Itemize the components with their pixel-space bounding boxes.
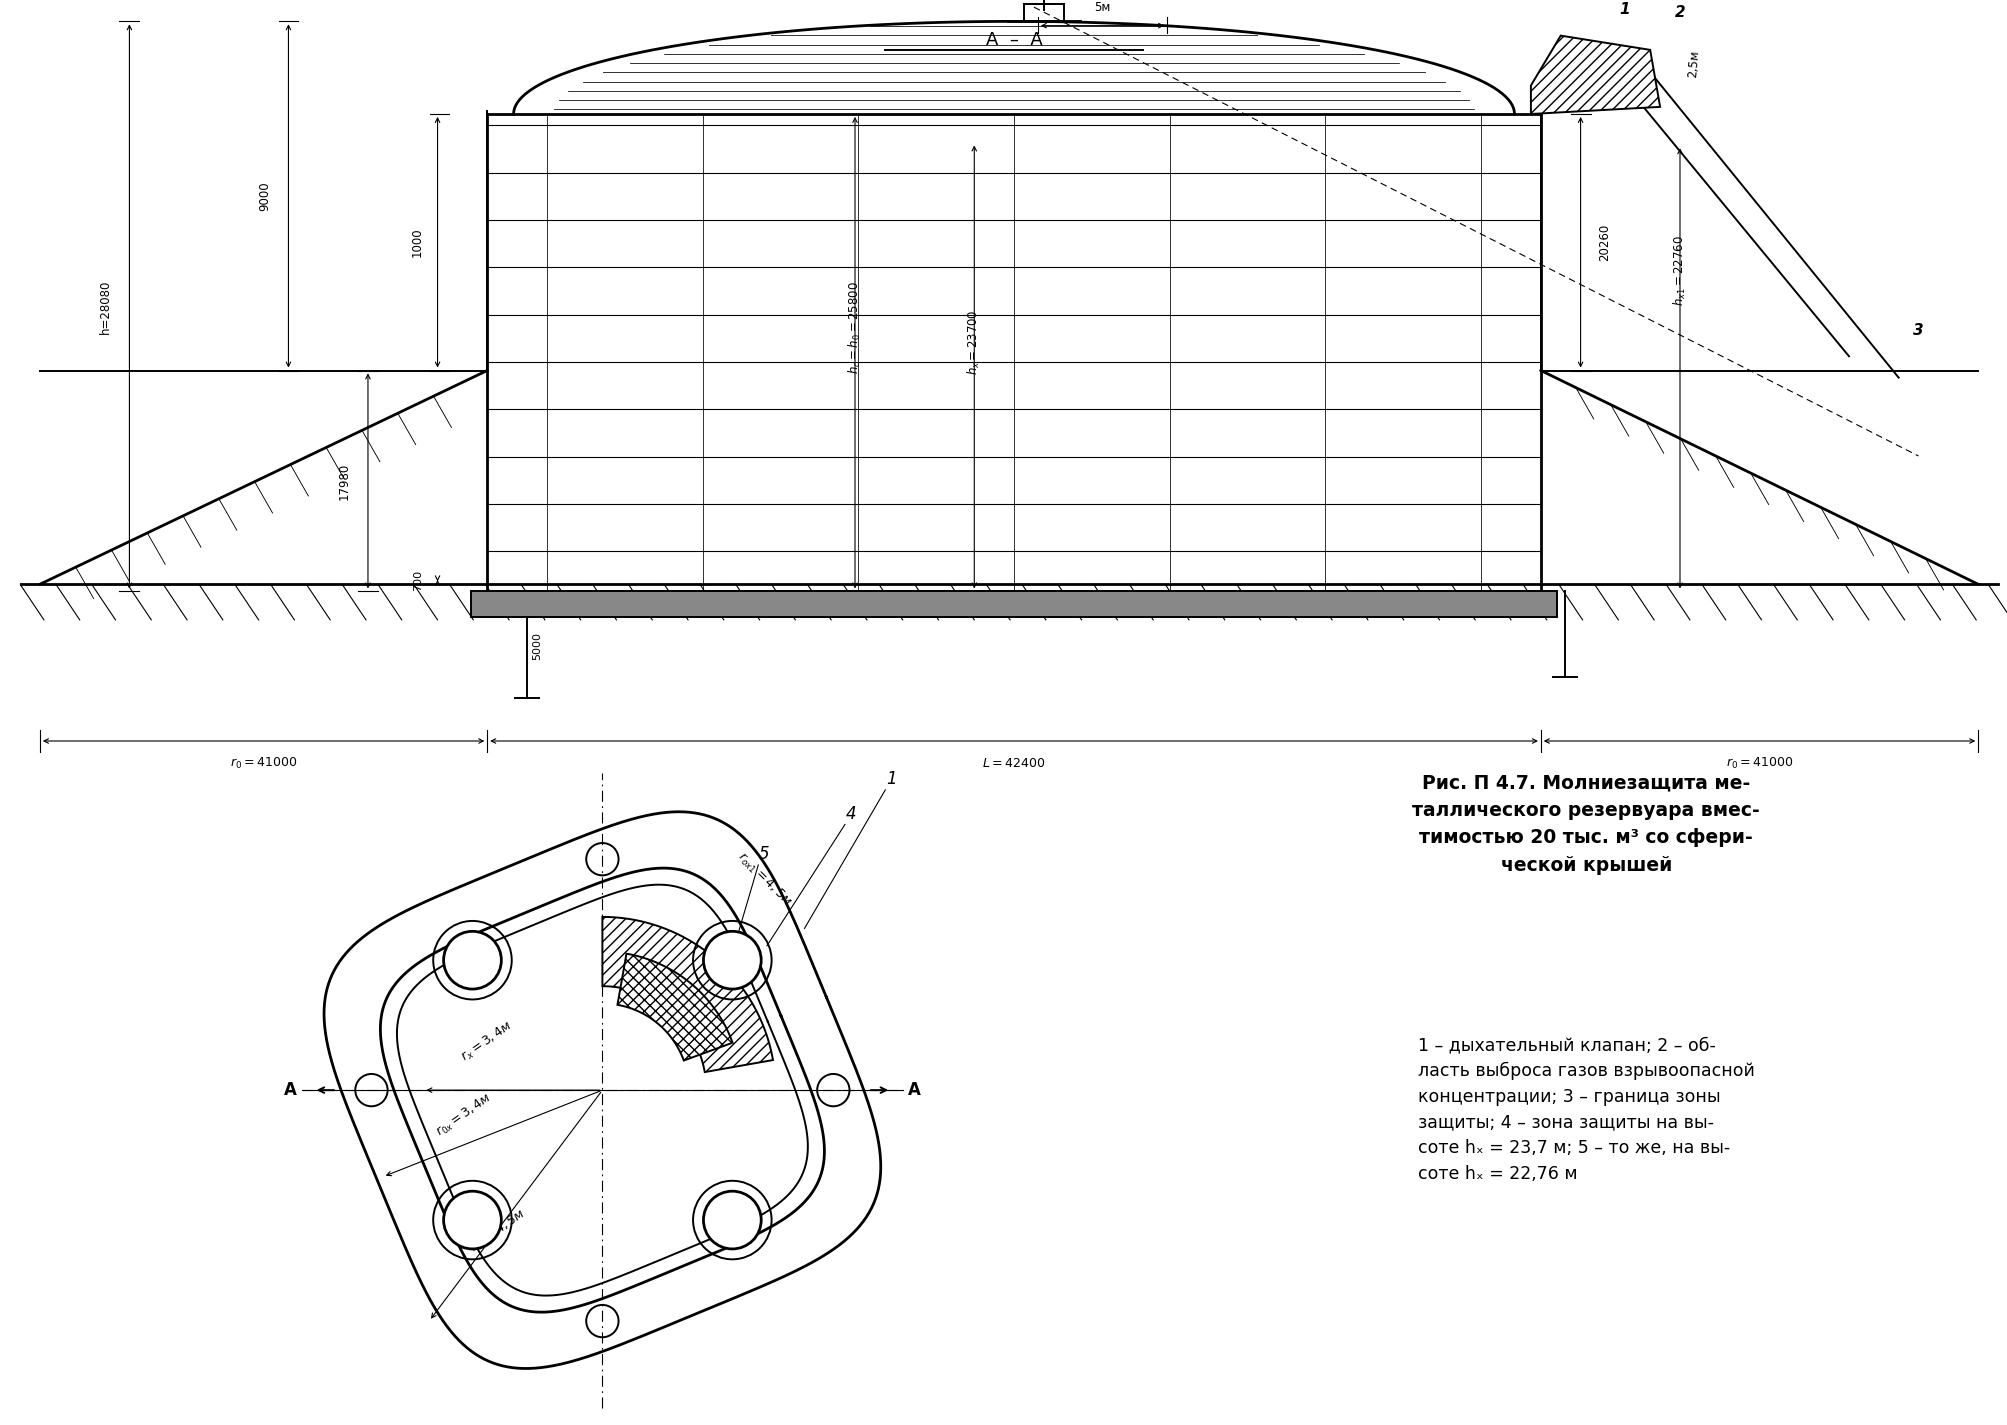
Circle shape [444, 932, 502, 989]
Text: А: А [907, 1082, 921, 1099]
Text: 5м: 5м [1094, 1, 1110, 14]
Text: 1000: 1000 [411, 228, 423, 256]
Text: 4: 4 [845, 805, 855, 822]
Text: 20260: 20260 [1598, 224, 1610, 261]
Polygon shape [1529, 36, 1660, 114]
Text: h=28080: h=28080 [98, 279, 112, 333]
Text: $r_{ox1}=4,5м$: $r_{ox1}=4,5м$ [733, 849, 795, 909]
Text: 1: 1 [885, 770, 895, 788]
Text: 5: 5 [759, 845, 769, 864]
Text: 3: 3 [1913, 323, 1923, 338]
Text: 1: 1 [1618, 3, 1630, 17]
Text: $r_0=41000$: $r_0=41000$ [231, 755, 297, 771]
Circle shape [702, 1191, 761, 1248]
Text: 2: 2 [1674, 6, 1684, 20]
Text: 17980: 17980 [337, 462, 351, 500]
Polygon shape [616, 953, 733, 1060]
Text: А: А [283, 1082, 297, 1099]
Text: Рис. П 4.7. Молниезащита ме-
таллического резервуара вмес-
тимостью 20 тыс. м³ с: Рис. П 4.7. Молниезащита ме- таллическог… [1411, 774, 1760, 875]
Text: $r_0=41000$: $r_0=41000$ [1724, 755, 1792, 771]
Text: 9000: 9000 [259, 181, 271, 211]
Text: $r_{x1}=4,5м$: $r_{x1}=4,5м$ [468, 1207, 530, 1255]
Text: $h_{x1}=22760$: $h_{x1}=22760$ [1672, 235, 1688, 306]
Text: $r_x=3,4м$: $r_x=3,4м$ [458, 1019, 516, 1066]
Text: $h_c=h_0=25800$: $h_c=h_0=25800$ [847, 281, 863, 375]
Text: $L=42400$: $L=42400$ [981, 757, 1046, 770]
Circle shape [702, 932, 761, 989]
Text: 700: 700 [413, 570, 421, 591]
Text: 2,5м: 2,5м [1686, 50, 1700, 78]
Text: А  –  А: А – А [985, 31, 1042, 50]
Polygon shape [602, 916, 773, 1072]
Bar [472, 591, 1555, 617]
Text: $h_x=23700$: $h_x=23700$ [965, 309, 981, 375]
Circle shape [444, 1191, 502, 1248]
Text: 1 – дыхательный клапан; 2 – об-
ласть выброса газов взрывоопасной
концентрации; : 1 – дыхательный клапан; 2 – об- ласть вы… [1417, 1036, 1754, 1183]
Text: 5000: 5000 [532, 631, 542, 660]
Text: $r_{0x}=3,4м$: $r_{0x}=3,4м$ [434, 1092, 494, 1140]
